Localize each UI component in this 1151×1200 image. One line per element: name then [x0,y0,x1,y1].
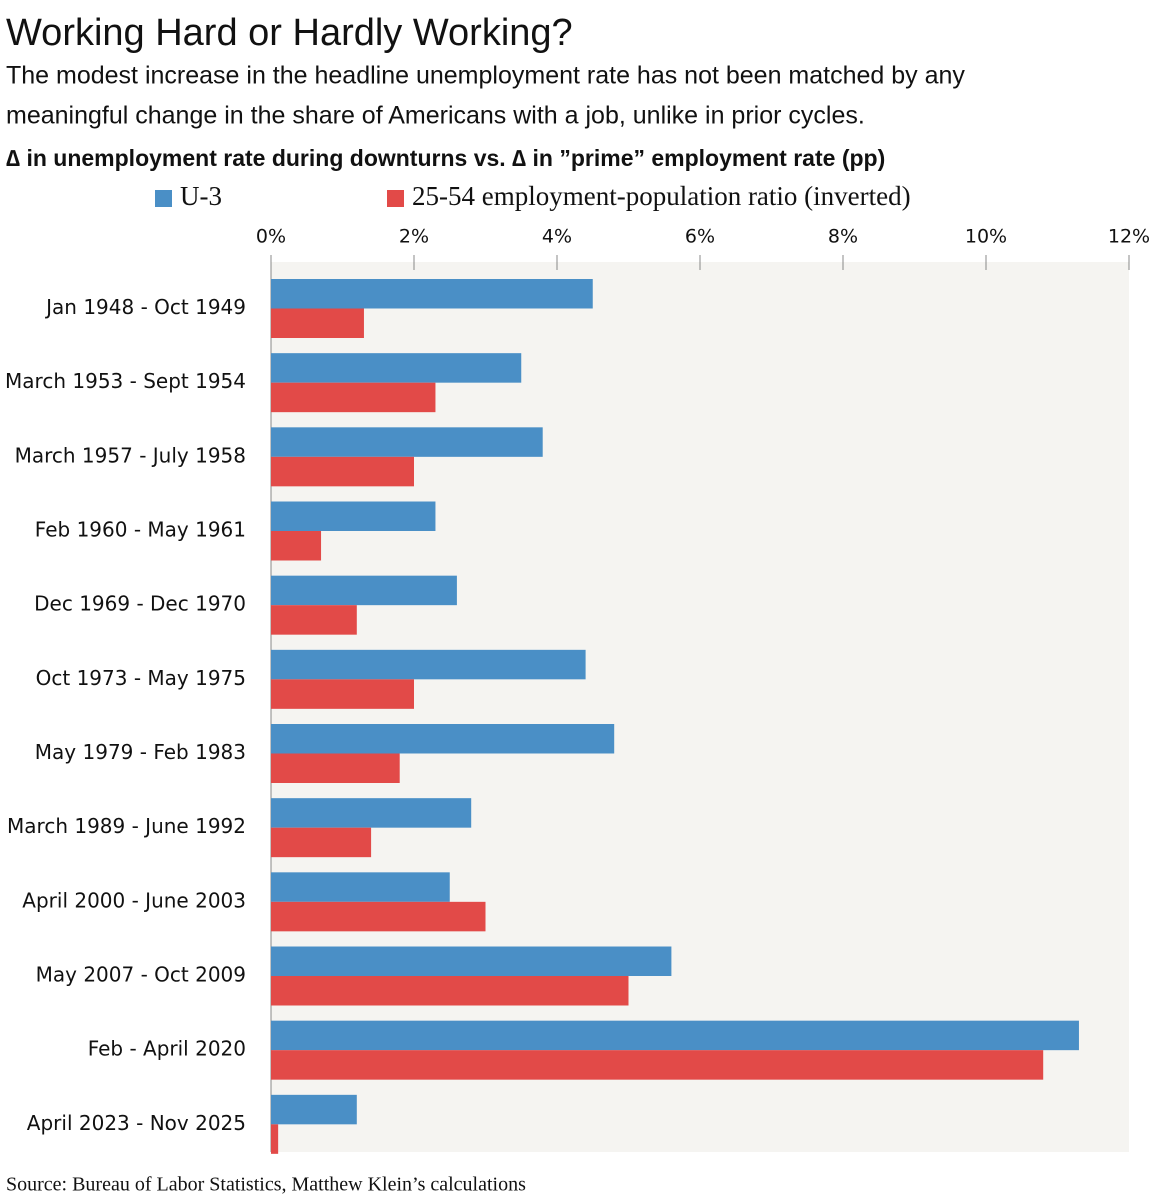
legend-swatch [387,190,404,207]
legend-label: 25-54 employment-population ratio (inver… [412,181,911,211]
y-tick-label: Dec 1969 - Dec 1970 [34,592,246,616]
bar [271,946,672,976]
legend-swatch [155,190,172,207]
bar [271,1050,1044,1080]
x-tick-label: 8% [828,226,858,248]
bar [271,798,472,828]
bar [271,1020,1079,1051]
chart-subtitle: meaningful change in the share of Americ… [6,102,865,130]
bar [271,679,414,709]
bar [271,649,586,680]
bar [271,605,357,635]
chart-heading: ∆ in unemployment rate during downturns … [6,145,885,171]
y-tick-label: Oct 1973 - May 1975 [36,666,246,690]
bar [271,575,457,606]
bar [271,308,364,338]
y-tick-label: March 1957 - July 1958 [15,443,246,467]
bar [271,1124,279,1154]
y-tick-label: May 2007 - Oct 2009 [36,963,246,987]
x-tick-label: 0% [256,226,286,248]
x-tick-label: 10% [965,226,1007,248]
chart-title: Working Hard or Hardly Working? [6,12,573,54]
bar [271,1094,357,1125]
y-tick-label: Feb - April 2020 [88,1037,246,1061]
bar [271,753,400,783]
bar [271,353,522,383]
y-tick-label: March 1953 - Sept 1954 [5,369,246,393]
y-tick-label: April 2023 - Nov 2025 [27,1111,246,1135]
bar [271,724,615,754]
x-tick-label: 2% [399,226,429,248]
y-tick-label: Jan 1948 - Oct 1949 [44,295,246,319]
legend-label: U-3 [180,181,222,211]
bar [271,427,543,457]
bar [271,501,436,531]
bar [271,382,436,413]
bar [271,456,414,487]
y-tick-label: May 1979 - Feb 1983 [35,740,246,764]
x-tick-label: 4% [542,226,572,248]
bar [271,872,450,902]
bar [271,827,372,858]
y-tick-label: Feb 1960 - May 1961 [35,518,246,542]
x-tick-label: 6% [685,226,715,248]
source-note: Source: Bureau of Labor Statistics, Matt… [6,1174,526,1196]
bar [271,279,593,309]
chart-subtitle: The modest increase in the headline unem… [6,62,965,90]
bar [271,901,486,932]
x-tick-label: 12% [1108,226,1150,248]
y-tick-label: April 2000 - June 2003 [22,888,246,912]
y-tick-label: March 1989 - June 1992 [7,814,246,838]
bar [271,976,629,1006]
bar [271,531,322,561]
